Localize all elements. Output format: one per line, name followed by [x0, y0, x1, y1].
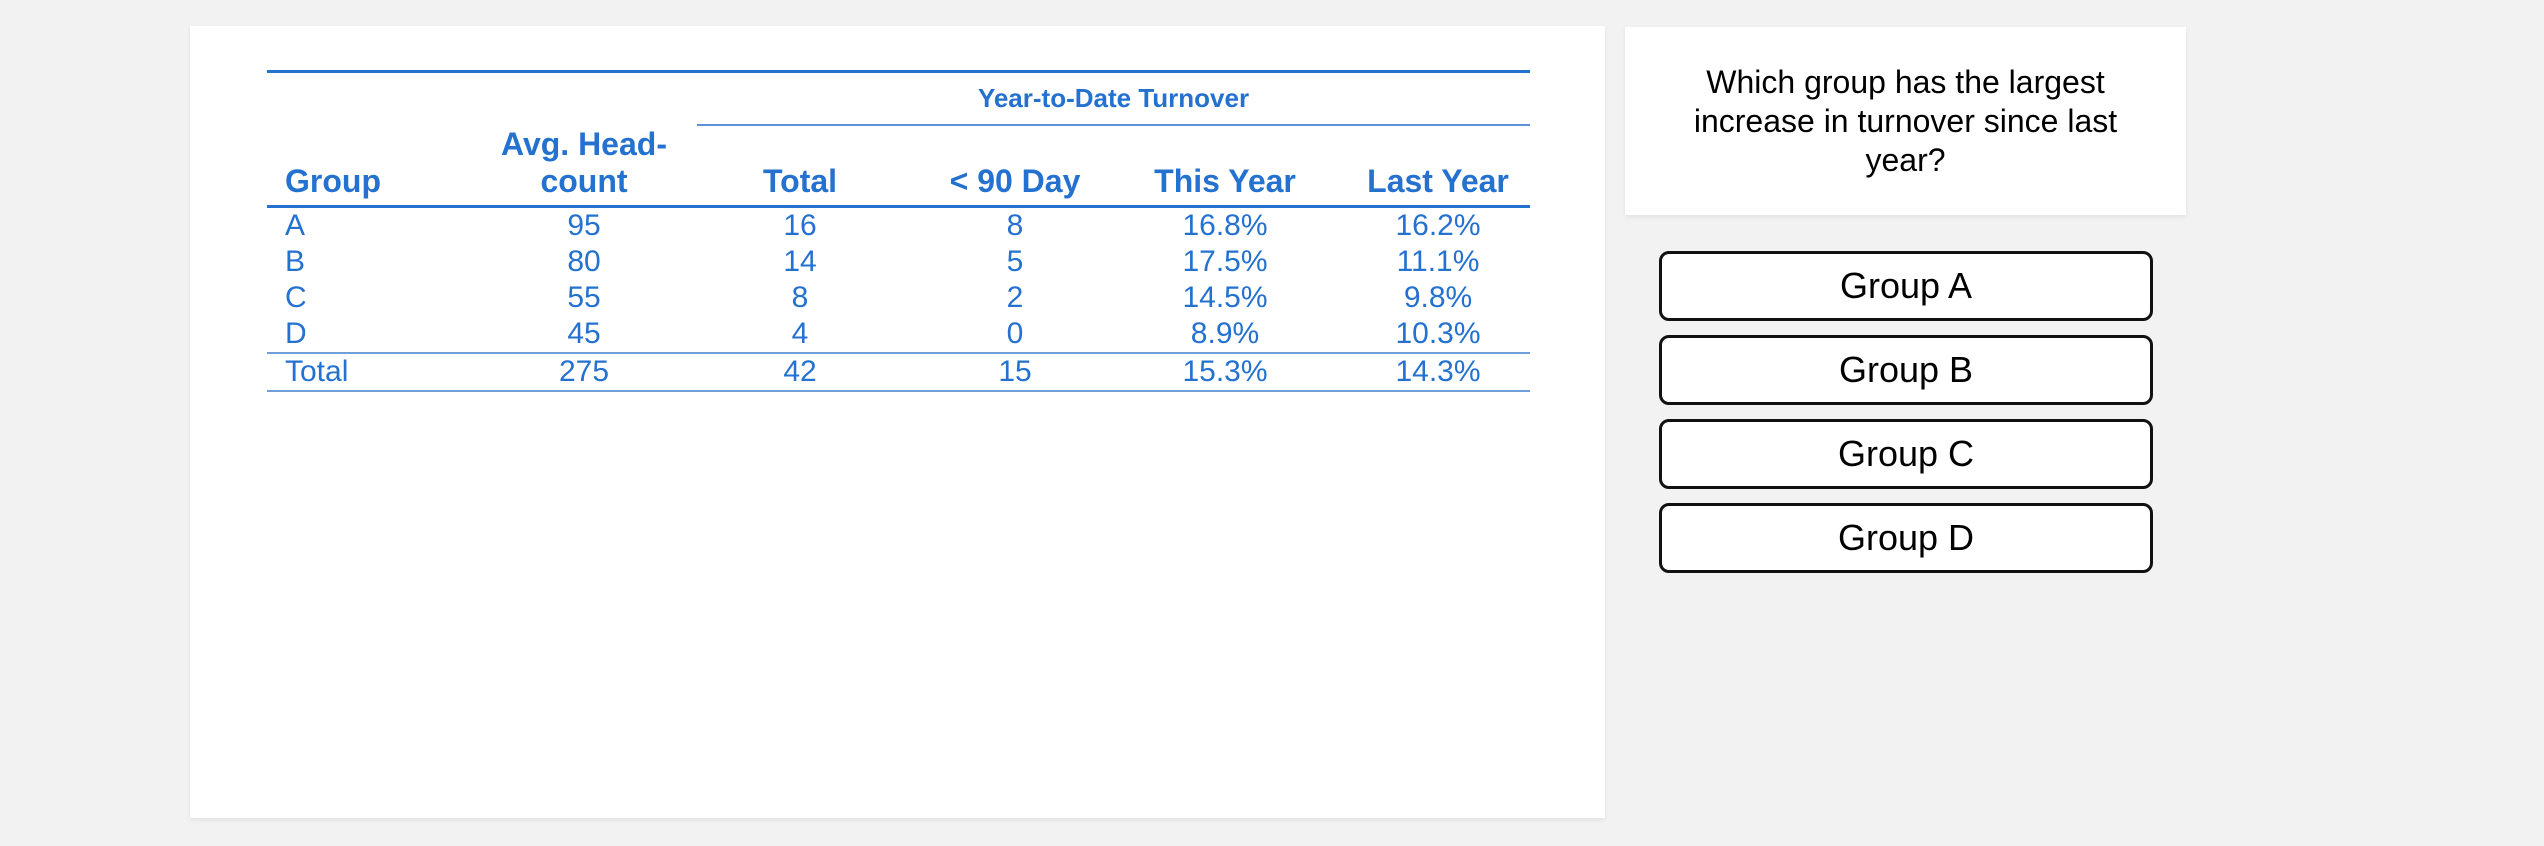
table-cell: Total [267, 352, 494, 392]
table-cell: 2 [1006, 281, 1024, 314]
column-header-group: Group [267, 126, 494, 208]
table-row-c: C 55 8 2 14.5% 9.8% [267, 280, 1530, 316]
answer-button-group-b[interactable]: Group B [1659, 335, 2153, 405]
table-cell: 95 [567, 209, 601, 242]
turnover-table-panel: Year-to-Date Turnover Group Avg. Head-co… [190, 26, 1605, 818]
question-card: Which group has the largest increase in … [1625, 27, 2186, 215]
table-cell: 0 [1006, 317, 1024, 350]
table-cell: 14.5% [1182, 281, 1268, 314]
table-cell: C [285, 281, 307, 314]
table-cell: 55 [567, 281, 601, 314]
table-cell: 15 [926, 352, 1104, 392]
table-cell: A [285, 209, 306, 242]
table-cell: D [285, 317, 307, 350]
table-title-spacer [267, 70, 674, 126]
column-header-total: Total [674, 126, 926, 208]
table-cell: 8.9% [1190, 317, 1260, 350]
table-cell: 275 [494, 352, 674, 392]
table-title: Year-to-Date Turnover [697, 73, 1531, 126]
table-cell: 17.5% [1182, 245, 1268, 278]
table-row-a: A 95 16 8 16.8% 16.2% [267, 207, 1530, 245]
table-cell: 11.1% [1396, 245, 1480, 278]
table-total-row: Total 275 42 15 15.3% 14.3% [267, 352, 1531, 392]
table-title-row: Year-to-Date Turnover [267, 70, 1531, 126]
table-cell: 8 [1006, 209, 1024, 242]
table-cell: 14.3% [1346, 352, 1531, 392]
table-cell: 80 [567, 245, 601, 278]
table-row-d: D 45 4 0 8.9% 10.3% [267, 316, 1530, 353]
table-cell: 4 [791, 317, 809, 350]
table-cell: 42 [674, 352, 926, 392]
table-cell: 16.8% [1182, 209, 1268, 242]
column-header-lt90day: < 90 Day [926, 126, 1104, 208]
answer-button-group-c[interactable]: Group C [1659, 419, 2153, 489]
turnover-table: Year-to-Date Turnover Group Avg. Head-co… [267, 70, 1531, 392]
table-header-row: Group Avg. Head-count Total < 90 Day Thi… [267, 126, 1531, 208]
table-cell: 8 [791, 281, 809, 314]
table-cell: 16 [783, 209, 817, 242]
table-cell: B [285, 245, 306, 278]
table-title-cell: Year-to-Date Turnover [674, 70, 1531, 126]
table-cell: 15.3% [1104, 352, 1346, 392]
answer-button-group-a[interactable]: Group A [1659, 251, 2153, 321]
table-cell: 5 [1006, 245, 1024, 278]
table-cell: 10.3% [1395, 317, 1481, 350]
column-header-headcount: Avg. Head-count [494, 126, 674, 208]
column-header-this-year: This Year [1104, 126, 1346, 208]
question-text: Which group has the largest increase in … [1693, 63, 2118, 178]
table-cell: 16.2% [1395, 209, 1481, 242]
answer-choices: Group A Group B Group C Group D [1659, 251, 2153, 573]
table-row-b: B 80 14 5 17.5% 11.1% [267, 244, 1530, 280]
table-cell: 45 [567, 317, 601, 350]
table-cell: 14 [783, 245, 817, 278]
answer-button-group-d[interactable]: Group D [1659, 503, 2153, 573]
column-header-last-year: Last Year [1346, 126, 1531, 208]
table-cell: 9.8% [1403, 281, 1473, 314]
